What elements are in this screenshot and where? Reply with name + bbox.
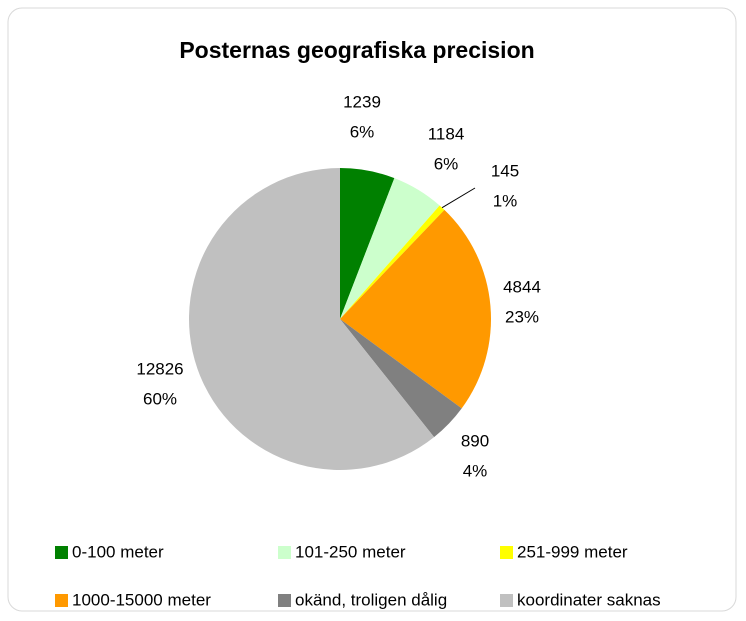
pie-slice: [340, 209, 491, 409]
pie-slice: [340, 168, 395, 319]
legend-label: koordinater saknas: [517, 590, 661, 609]
legend-swatch: [55, 594, 68, 607]
data-label: 4844: [503, 277, 541, 296]
chart-title: Posternas geografiska precision: [179, 37, 534, 63]
pie-slice: [340, 178, 440, 319]
legend-swatch: [500, 546, 513, 559]
data-label: 890: [461, 431, 489, 450]
legend-swatch: [278, 594, 291, 607]
percent-label: 6%: [434, 154, 459, 173]
pie-slice: [340, 205, 445, 319]
legend-label: 1000-15000 meter: [72, 590, 211, 609]
legend-swatch: [500, 594, 513, 607]
legend-label: 0-100 meter: [72, 542, 164, 561]
percent-label: 4%: [463, 461, 488, 480]
legend-label: 251-999 meter: [517, 542, 628, 561]
data-label: 145: [491, 161, 519, 180]
percent-label: 23%: [505, 307, 539, 326]
leader-line: [441, 187, 476, 209]
legend-label: okänd, troligen dålig: [295, 590, 447, 609]
data-label: 12826: [136, 359, 183, 378]
percent-label: 60%: [143, 389, 177, 408]
data-label: 1184: [428, 124, 465, 143]
pie-slice: [189, 168, 435, 470]
legend-swatch: [278, 546, 291, 559]
legend-label: 101-250 meter: [295, 542, 406, 561]
data-label: 1239: [343, 92, 381, 111]
pie-slice: [340, 319, 462, 438]
percent-label: 1%: [493, 191, 518, 210]
percent-label: 6%: [350, 122, 375, 141]
legend-swatch: [55, 546, 68, 559]
